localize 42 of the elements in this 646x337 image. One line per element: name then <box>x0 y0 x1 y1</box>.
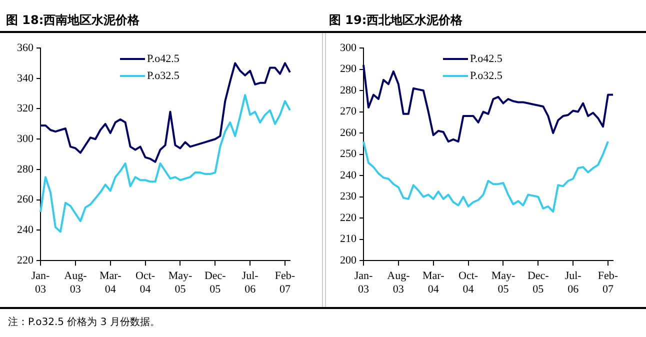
y-tick-label: 280 <box>17 163 34 176</box>
y-tick-label: 230 <box>340 190 357 203</box>
y-tick-label: 320 <box>17 102 34 115</box>
legend-label: P.o42.5 <box>147 52 180 64</box>
y-tick-label: 220 <box>17 254 34 266</box>
x-tick-label: Dec-05 <box>204 270 226 296</box>
x-tick-label: Aug-03 <box>387 270 410 296</box>
text: 注：P.o32.5 价格为 3 月份数据。 <box>8 316 160 329</box>
x-tick-label: Feb-07 <box>598 270 618 296</box>
y-tick-label: 200 <box>340 254 357 266</box>
y-tick-label: 300 <box>17 133 34 146</box>
x-tick-label: Aug-03 <box>64 270 88 296</box>
y-tick-label: 250 <box>340 148 357 160</box>
x-tick-label: Mar-04 <box>422 270 445 296</box>
x-tick-label: Oct-04 <box>458 270 478 296</box>
x-tick-label: May-05 <box>491 270 516 296</box>
x-tick-label: Jan-03 <box>354 270 373 296</box>
y-tick-label: 240 <box>340 169 357 182</box>
y-tick-label: 290 <box>340 63 357 76</box>
x-tick-label: Mar-04 <box>99 270 122 296</box>
y-tick-label: 260 <box>17 194 34 206</box>
y-tick-label: 240 <box>17 224 34 236</box>
legend-label: P.o32.5 <box>470 70 502 82</box>
y-tick-label: 270 <box>340 106 357 118</box>
y-tick-label: 280 <box>340 84 357 96</box>
y-tick-label: 300 <box>340 42 357 54</box>
chart-title: 图 19:西北地区水泥价格 <box>329 12 463 29</box>
x-tick-label: Jul-06 <box>564 270 582 296</box>
x-tick-label: May-05 <box>168 270 192 296</box>
y-tick-label: 260 <box>340 126 357 139</box>
legend-label: P.o32.5 <box>147 70 180 82</box>
chart-title: 图 18:西南地区水泥价格 <box>6 12 140 29</box>
x-tick-label: Jan-03 <box>31 270 50 296</box>
x-tick-label: Oct-04 <box>136 270 156 296</box>
x-tick-label: Dec-05 <box>527 270 550 296</box>
x-tick-label: Feb-07 <box>274 270 296 296</box>
y-tick-label: 340 <box>17 72 34 84</box>
y-tick-label: 360 <box>17 42 34 54</box>
legend-label: P.o42.5 <box>470 52 502 64</box>
x-tick-label: Jul-06 <box>242 270 259 296</box>
y-tick-label: 220 <box>340 212 357 224</box>
y-tick-label: 210 <box>340 233 357 246</box>
